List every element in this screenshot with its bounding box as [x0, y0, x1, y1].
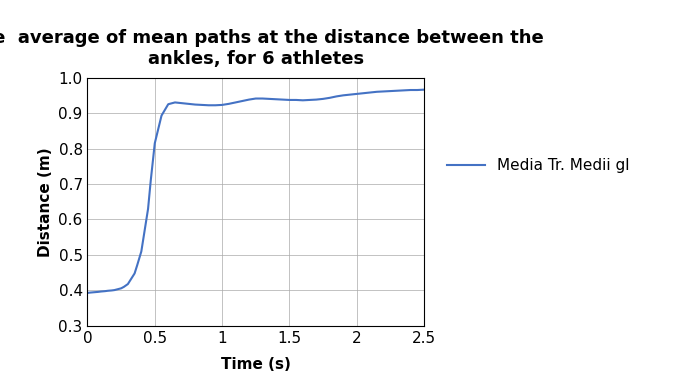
Media Tr. Medii gl	[420, 87, 428, 92]
Media Tr. Medii gl	[232, 100, 240, 105]
Legend: Media Tr. Medii gl: Media Tr. Medii gl	[441, 152, 636, 179]
X-axis label: Time (s): Time (s)	[221, 357, 291, 372]
Media Tr. Medii gl	[124, 282, 132, 286]
Media Tr. Medii gl	[131, 271, 139, 276]
Media Tr. Medii gl	[366, 90, 374, 95]
Line: Media Tr. Medii gl: Media Tr. Medii gl	[87, 90, 424, 293]
Title: The  average of mean paths at the distance between the
ankles, for 6 athletes: The average of mean paths at the distanc…	[0, 29, 544, 68]
Y-axis label: Distance (m): Distance (m)	[38, 147, 52, 256]
Media Tr. Medii gl	[83, 291, 92, 295]
Media Tr. Medii gl	[157, 113, 166, 118]
Media Tr. Medii gl	[258, 96, 267, 101]
